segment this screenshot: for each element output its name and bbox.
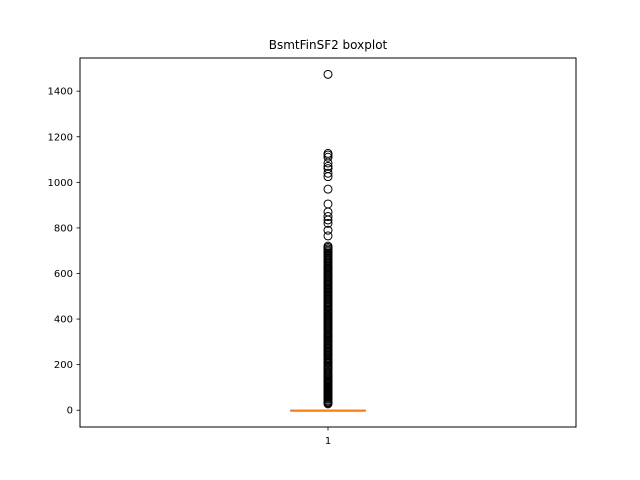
chart-title: BsmtFinSF2 boxplot xyxy=(269,38,388,52)
y-tick-label: 1200 xyxy=(48,132,73,143)
outlier-point xyxy=(323,241,333,251)
outlier-point xyxy=(323,199,333,209)
outlier-point xyxy=(323,184,333,194)
outlier-point xyxy=(323,148,333,158)
plot-marks xyxy=(290,69,366,412)
y-tick-label: 200 xyxy=(54,360,73,371)
outlier-point xyxy=(323,218,333,228)
outlier-point xyxy=(323,69,333,79)
outlier-point xyxy=(323,168,333,178)
plot-frame xyxy=(79,57,577,428)
outlier-point xyxy=(323,164,333,174)
outlier-point xyxy=(323,231,333,241)
x-axis: 1 xyxy=(325,427,331,447)
y-tick-label: 800 xyxy=(54,223,73,234)
x-tick-label: 1 xyxy=(325,436,331,447)
outlier-point xyxy=(323,212,333,222)
y-axis: 0 200 400 600 800 1000 1200 1400 xyxy=(48,87,80,417)
outlier-point xyxy=(323,225,333,235)
y-tick-label: 0 xyxy=(67,406,73,417)
y-tick-label: 600 xyxy=(54,269,73,280)
y-tick-label: 1400 xyxy=(48,87,73,98)
y-tick-label: 1000 xyxy=(48,178,73,189)
outlier-point xyxy=(323,161,333,171)
outlier-point xyxy=(323,152,333,162)
y-tick-label: 400 xyxy=(54,315,73,326)
outlier-point xyxy=(323,207,333,217)
